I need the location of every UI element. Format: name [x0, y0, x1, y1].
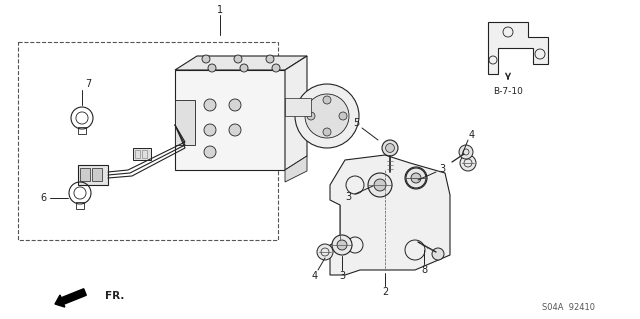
Bar [133, 148, 151, 160]
Circle shape [337, 240, 347, 250]
Circle shape [411, 173, 421, 183]
Text: B-7-10: B-7-10 [493, 87, 523, 97]
Circle shape [208, 64, 216, 72]
Text: 1: 1 [217, 5, 223, 15]
Polygon shape [330, 155, 450, 275]
Circle shape [368, 173, 392, 197]
Circle shape [374, 179, 386, 191]
Text: 2: 2 [382, 287, 388, 297]
Circle shape [323, 96, 331, 104]
Circle shape [202, 55, 210, 63]
Circle shape [382, 140, 398, 156]
Circle shape [410, 173, 422, 183]
Circle shape [240, 64, 248, 72]
Text: 7: 7 [85, 79, 91, 89]
Circle shape [204, 124, 216, 136]
Circle shape [272, 64, 280, 72]
Circle shape [295, 84, 359, 148]
Bar [78, 127, 86, 134]
Polygon shape [175, 70, 285, 170]
Circle shape [339, 112, 347, 120]
Bar [175, 100, 195, 145]
Circle shape [307, 112, 315, 120]
Circle shape [405, 167, 427, 189]
Bar [135, 150, 140, 158]
Circle shape [317, 244, 333, 260]
Bar [78, 165, 108, 185]
Text: 8: 8 [421, 265, 427, 275]
Circle shape [460, 155, 476, 171]
Circle shape [204, 146, 216, 158]
Text: 4: 4 [469, 130, 475, 140]
Bar [92, 168, 102, 181]
Polygon shape [285, 56, 307, 170]
Text: 4: 4 [312, 271, 318, 281]
Circle shape [332, 235, 352, 255]
Text: FR.: FR. [105, 291, 124, 301]
FancyArrow shape [55, 289, 86, 307]
Bar [80, 168, 90, 181]
Circle shape [266, 55, 274, 63]
Bar [76, 202, 84, 209]
Text: S04A  92410: S04A 92410 [542, 303, 595, 313]
Text: 3: 3 [345, 192, 351, 202]
Text: 3: 3 [339, 271, 345, 281]
Circle shape [385, 144, 394, 152]
Polygon shape [488, 22, 548, 74]
Bar [142, 150, 147, 158]
Circle shape [229, 99, 241, 111]
Text: 6: 6 [40, 193, 46, 203]
Circle shape [305, 94, 349, 138]
Text: 5: 5 [353, 118, 359, 128]
Bar [18, 42, 278, 240]
Polygon shape [175, 56, 307, 70]
Circle shape [432, 248, 444, 260]
Circle shape [406, 168, 426, 188]
Circle shape [459, 145, 473, 159]
Text: 3: 3 [439, 164, 445, 174]
Circle shape [204, 99, 216, 111]
Polygon shape [285, 156, 307, 182]
Circle shape [323, 128, 331, 136]
Circle shape [229, 124, 241, 136]
Bar [285, 98, 311, 116]
Circle shape [234, 55, 242, 63]
